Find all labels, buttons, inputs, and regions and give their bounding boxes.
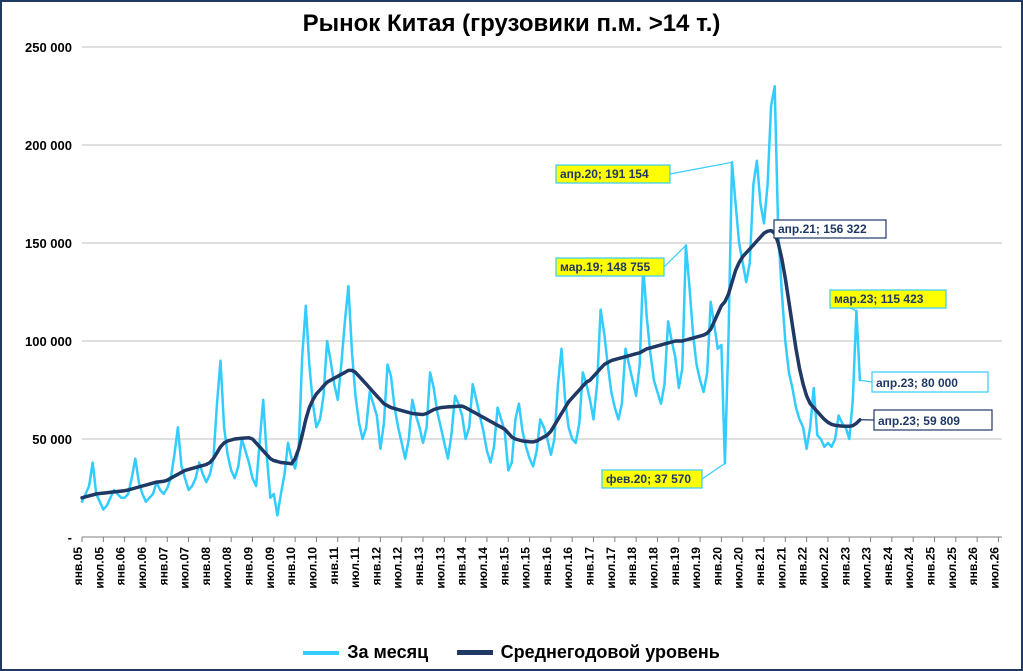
svg-text:июл.07: июл.07: [178, 547, 192, 589]
svg-text:янв.24: янв.24: [881, 547, 895, 586]
svg-text:июл.21: июл.21: [774, 547, 788, 589]
legend: За месяц Среднегодовой уровень: [2, 642, 1021, 664]
svg-text:июл.11: июл.11: [348, 547, 362, 588]
svg-text:янв.12: янв.12: [369, 547, 383, 586]
chart-container: Рынок Китая (грузовики п.м. >14 т.) - 50 …: [0, 0, 1023, 671]
svg-text:янв.09: янв.09: [242, 547, 256, 586]
svg-text:янв.15: янв.15: [497, 547, 511, 586]
svg-text:янв.26: янв.26: [966, 547, 980, 586]
svg-text:янв.19: янв.19: [668, 547, 682, 586]
svg-text:июл.25: июл.25: [945, 547, 959, 589]
svg-text:янв.25: янв.25: [924, 547, 938, 586]
svg-text:мар.19; 148 755: мар.19; 148 755: [560, 260, 650, 274]
svg-text:150 000: 150 000: [25, 236, 72, 251]
svg-text:янв.05: янв.05: [71, 547, 85, 586]
svg-text:50 000: 50 000: [32, 432, 72, 447]
svg-text:фев.20; 37 570: фев.20; 37 570: [606, 472, 691, 486]
svg-text:янв.22: янв.22: [796, 547, 810, 586]
svg-text:июл.22: июл.22: [817, 547, 831, 589]
legend-swatch-yearly: [457, 650, 493, 655]
svg-text:апр.21; 156 322: апр.21; 156 322: [778, 222, 867, 236]
svg-text:янв.16: янв.16: [540, 547, 554, 586]
svg-text:июл.13: июл.13: [433, 547, 447, 589]
svg-text:янв.06: янв.06: [114, 547, 128, 586]
svg-text:июл.09: июл.09: [263, 547, 277, 589]
svg-text:июл.26: июл.26: [987, 547, 1001, 589]
svg-text:янв.18: янв.18: [625, 547, 639, 586]
svg-text:янв.08: янв.08: [199, 547, 213, 586]
svg-text:июл.19: июл.19: [689, 547, 703, 589]
svg-text:250 000: 250 000: [25, 40, 72, 55]
legend-label-yearly: Среднегодовой уровень: [501, 642, 720, 663]
svg-text:июл.06: июл.06: [135, 547, 149, 589]
svg-text:июл.10: июл.10: [305, 547, 319, 589]
svg-text:янв.14: янв.14: [455, 547, 469, 586]
svg-text:июл.16: июл.16: [561, 547, 575, 589]
svg-text:мар.23; 115 423: мар.23; 115 423: [834, 292, 924, 306]
svg-text:апр.23; 59 809: апр.23; 59 809: [878, 414, 960, 428]
svg-text:июл.17: июл.17: [604, 547, 618, 589]
legend-item-monthly: За месяц: [303, 642, 428, 663]
svg-text:200 000: 200 000: [25, 138, 72, 153]
svg-text:янв.11: янв.11: [327, 547, 341, 585]
svg-text:янв.17: янв.17: [583, 547, 597, 586]
svg-text:янв.20: янв.20: [710, 547, 724, 586]
svg-text:июл.08: июл.08: [220, 547, 234, 589]
svg-text:янв.10: янв.10: [284, 547, 298, 586]
svg-text:июл.05: июл.05: [92, 547, 106, 589]
svg-text:янв.23: янв.23: [838, 547, 852, 586]
svg-text:янв.13: янв.13: [412, 547, 426, 586]
legend-swatch-monthly: [303, 651, 339, 655]
svg-text:июл.24: июл.24: [902, 547, 916, 589]
chart-svg: - 50 000 100 000 150 000 200 000 250 000 янв.0…: [2, 2, 1023, 616]
svg-text:янв.07: янв.07: [156, 547, 170, 586]
svg-text:-: -: [68, 530, 72, 545]
chart-title: Рынок Китая (грузовики п.м. >14 т.): [2, 10, 1021, 38]
svg-text:апр.23; 80 000: апр.23; 80 000: [876, 376, 958, 390]
svg-text:июл.20: июл.20: [732, 547, 746, 589]
svg-text:янв.21: янв.21: [753, 547, 767, 586]
svg-text:июл.18: июл.18: [646, 547, 660, 589]
svg-text:июл.15: июл.15: [519, 547, 533, 589]
legend-label-monthly: За месяц: [347, 642, 428, 663]
svg-text:июл.23: июл.23: [860, 547, 874, 589]
svg-text:апр.20; 191 154: апр.20; 191 154: [560, 167, 649, 181]
svg-text:100 000: 100 000: [25, 334, 72, 349]
svg-text:июл.14: июл.14: [476, 547, 490, 589]
legend-item-yearly: Среднегодовой уровень: [457, 642, 720, 663]
svg-text:июл.12: июл.12: [391, 547, 405, 589]
